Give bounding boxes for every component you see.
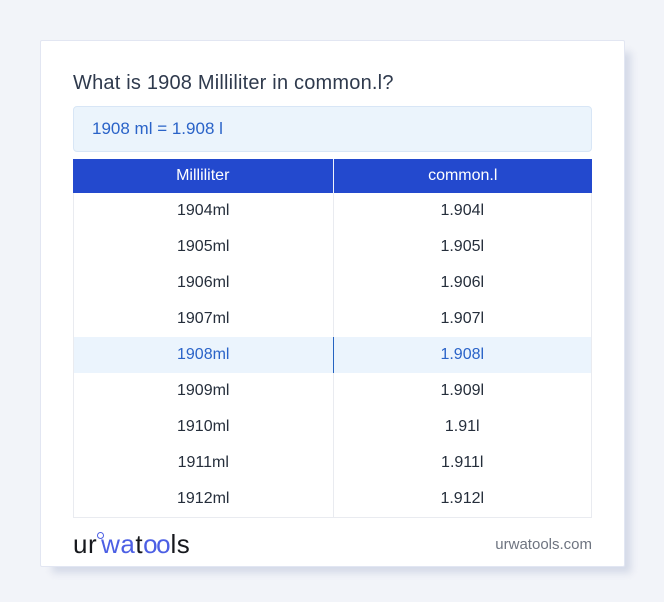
cell-milliliter: 1912ml xyxy=(177,490,230,507)
table-row[interactable]: 1904ml 1.904l xyxy=(74,193,591,229)
table-row[interactable]: 1910ml 1.91l xyxy=(74,409,591,445)
cell-milliliter: 1909ml xyxy=(177,382,230,399)
cell-common-l: 1.905l xyxy=(332,229,592,265)
table-row[interactable]: 1905ml 1.905l xyxy=(74,229,591,265)
page-title: What is 1908 Milliliter in common.l? xyxy=(73,72,394,94)
conversion-table: Milliliter common.l 1904ml 1.904l 1905ml… xyxy=(73,159,592,518)
table-row[interactable]: 1911ml 1.911l xyxy=(74,445,591,481)
conversion-result-text: 1908 ml = 1.908 l xyxy=(92,119,223,138)
cell-milliliter: 1907ml xyxy=(177,310,230,327)
logo-part-wa: wa xyxy=(101,528,136,559)
conversion-result-box: 1908 ml = 1.908 l xyxy=(73,106,592,152)
logo-part-ur: ur xyxy=(73,528,98,559)
cell-common-l: 1.912l xyxy=(332,481,592,517)
cell-milliliter: 1905ml xyxy=(177,238,230,255)
urwatools-logo[interactable]: ur wa t oo ls xyxy=(73,529,190,560)
table-header-common-l: common.l xyxy=(332,159,593,193)
cell-milliliter: 1908ml xyxy=(177,346,230,363)
cell-common-l: 1.909l xyxy=(332,373,592,409)
logo-part-t: t xyxy=(135,528,144,559)
logo-ring-icon xyxy=(97,531,105,539)
cell-common-l: 1.908l xyxy=(332,337,592,373)
site-domain-text: urwatools.com xyxy=(495,535,592,553)
table-header-milliliter: Milliliter xyxy=(176,167,230,184)
cell-milliliter: 1906ml xyxy=(177,274,230,291)
cell-common-l: 1.906l xyxy=(332,265,592,301)
logo-part-ls: ls xyxy=(170,528,191,559)
cell-common-l: 1.91l xyxy=(332,409,592,445)
footer: ur wa t oo ls urwatools.com xyxy=(41,522,624,566)
table-row[interactable]: 1908ml 1.908l xyxy=(74,337,591,373)
cell-common-l: 1.904l xyxy=(332,193,592,229)
cell-common-l: 1.907l xyxy=(332,301,592,337)
converter-card: What is 1908 Milliliter in common.l? 190… xyxy=(40,40,625,567)
cell-milliliter: 1904ml xyxy=(177,202,230,219)
table-header-row: Milliliter common.l xyxy=(73,159,592,193)
table-body: 1904ml 1.904l 1905ml 1.905l 1906ml 1.906… xyxy=(73,193,592,518)
table-row[interactable]: 1909ml 1.909l xyxy=(74,373,591,409)
table-row[interactable]: 1906ml 1.906l xyxy=(74,265,591,301)
table-row[interactable]: 1907ml 1.907l xyxy=(74,301,591,337)
cell-milliliter: 1911ml xyxy=(177,454,229,471)
cell-common-l: 1.911l xyxy=(332,445,592,481)
logo-part-oo: oo xyxy=(143,528,170,559)
table-row[interactable]: 1912ml 1.912l xyxy=(74,481,591,517)
cell-milliliter: 1910ml xyxy=(177,418,230,435)
